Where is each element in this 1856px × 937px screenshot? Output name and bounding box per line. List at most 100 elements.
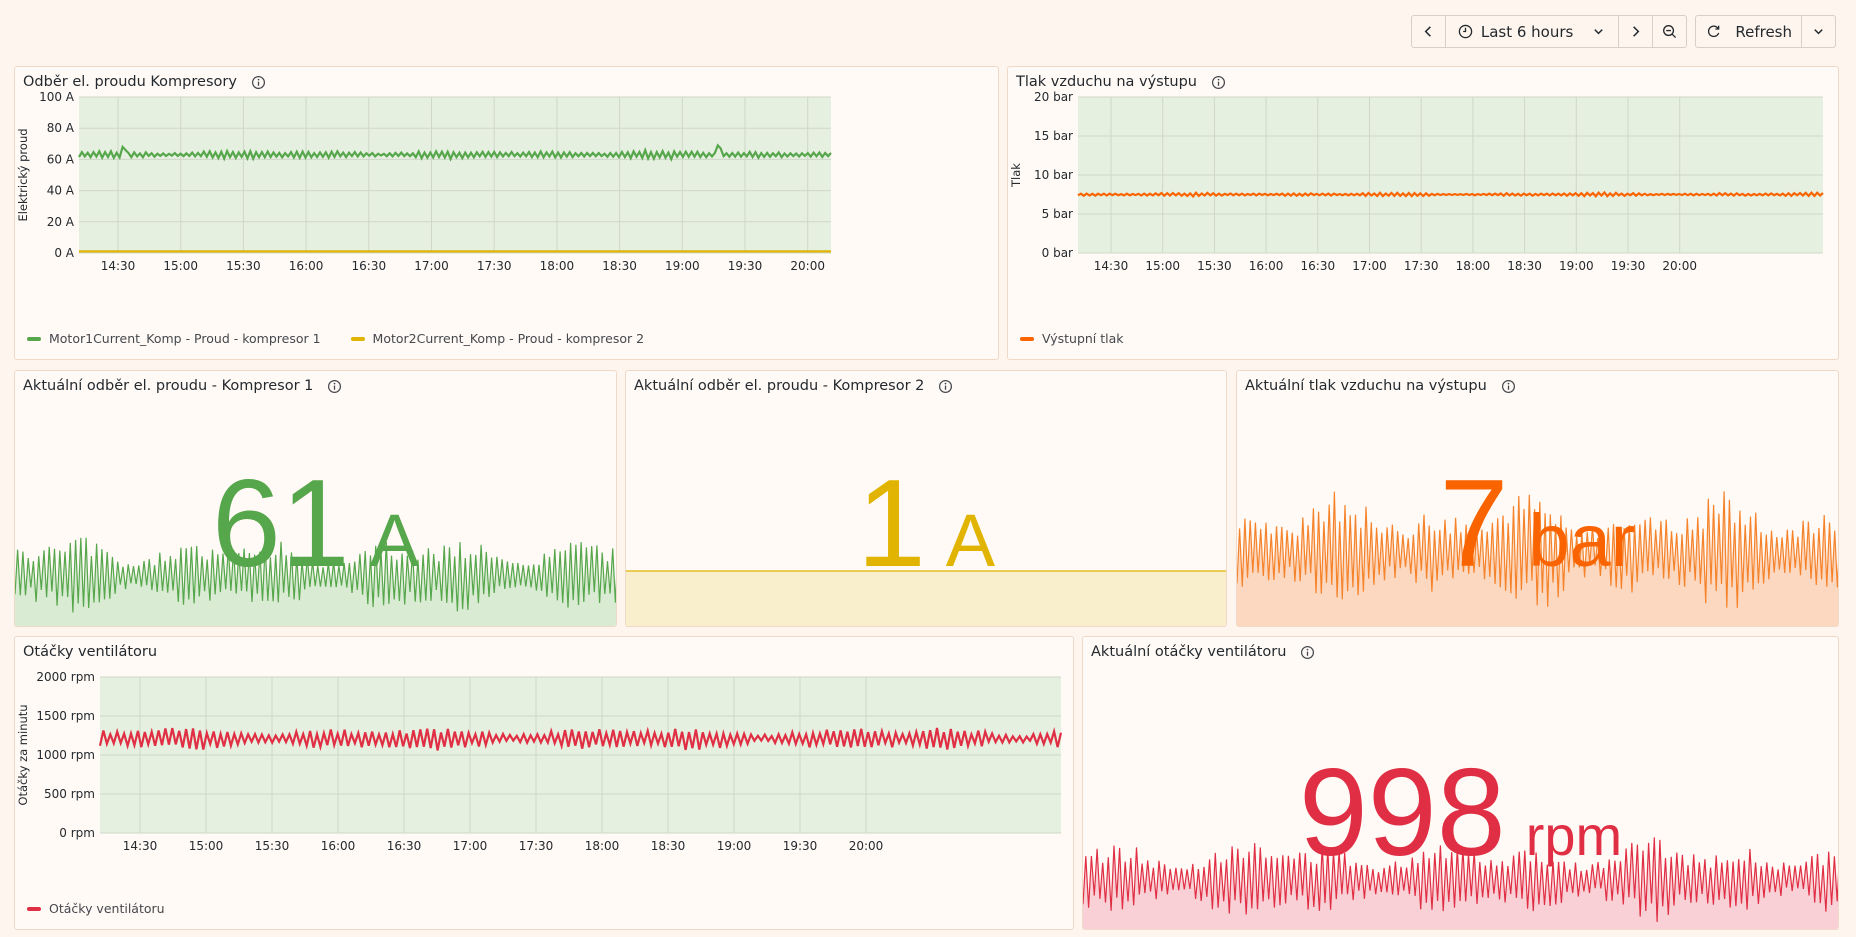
stat-unit: bar [1528, 499, 1636, 582]
x-tick-label: 17:00 [414, 259, 449, 273]
time-range-group: Last 6 hours [1410, 15, 1688, 48]
legend-item[interactable]: Motor1Current_Komp - Proud - kompresor 1 [27, 331, 321, 346]
sparkline-pressure [1237, 491, 1838, 626]
series-line [78, 143, 832, 162]
x-tick-label: 16:00 [321, 839, 356, 853]
x-tick-label: 18:30 [651, 839, 686, 853]
stat-unit: rpm [1525, 804, 1623, 867]
y-tick-label: 20 bar [1034, 90, 1073, 104]
stat-number: 1 [856, 455, 926, 593]
panel-title: Aktuální tlak vzduchu na výstupu [1245, 378, 1516, 394]
x-tick-label: 16:30 [387, 839, 422, 853]
clock-icon [1458, 24, 1473, 39]
x-tick-label: 16:30 [1301, 259, 1336, 273]
x-tick-label: 17:30 [519, 839, 554, 853]
info-icon[interactable] [1501, 379, 1516, 394]
x-tick-label: 19:30 [1611, 259, 1646, 273]
x-tick-label: 18:30 [1507, 259, 1542, 273]
zoom-out-button[interactable] [1653, 16, 1686, 47]
y-tick-label: 100 A [39, 90, 75, 104]
y-tick-label: 500 rpm [44, 787, 95, 801]
stat-value: 998 rpm [1083, 742, 1838, 884]
legend: Otáčky ventilátoru [27, 901, 165, 916]
y-axis-label: Tlak [1009, 163, 1023, 188]
stat-unit: A [369, 499, 420, 582]
panel-title-text: Odběr el. proudu Kompresory [23, 74, 237, 90]
x-tick-label: 14:30 [123, 839, 158, 853]
sparkline-fan [1083, 837, 1838, 929]
refresh-icon [1708, 25, 1720, 38]
x-tick-label: 15:30 [255, 839, 290, 853]
panel-stat-fan: Aktuální otáčky ventilátoru 998 rpm [1082, 636, 1839, 930]
legend-item[interactable]: Motor2Current_Komp - Proud - kompresor 2 [350, 331, 645, 346]
stat-unit: A [945, 499, 996, 582]
refresh-button[interactable]: Refresh [1696, 16, 1802, 47]
x-tick-label: 18:00 [540, 259, 575, 273]
x-tick-label: 16:00 [289, 259, 324, 273]
y-tick-label: 1500 rpm [36, 709, 95, 723]
x-tick-label: 18:00 [585, 839, 620, 853]
x-tick-label: 17:30 [1404, 259, 1439, 273]
chevron-down-icon [1814, 29, 1823, 35]
panel-title-text: Aktuální tlak vzduchu na výstupu [1245, 378, 1487, 394]
y-tick-label: 0 bar [1042, 246, 1073, 260]
stat-value: 7 bar [1237, 453, 1838, 595]
chevron-right-icon [1633, 26, 1640, 37]
x-tick-label: 18:00 [1456, 259, 1491, 273]
x-tick-label: 15:00 [1145, 259, 1180, 273]
refresh-interval-button[interactable] [1802, 16, 1835, 47]
y-tick-label: 10 bar [1034, 168, 1073, 182]
legend: Výstupní tlak [1020, 331, 1124, 346]
info-icon[interactable] [251, 75, 266, 90]
x-tick-label: 15:00 [189, 839, 224, 853]
sparkline-area [15, 537, 616, 626]
y-tick-label: 1000 rpm [36, 748, 95, 762]
zoom-out-icon [1663, 25, 1677, 39]
series-line [1077, 190, 1824, 199]
chevron-left-icon [1424, 26, 1431, 37]
x-tick-label: 17:00 [1352, 259, 1387, 273]
panel-title-text: Otáčky ventilátoru [23, 644, 158, 660]
y-tick-label: 80 A [47, 121, 75, 135]
sparkline [1083, 837, 1838, 922]
info-icon[interactable] [938, 379, 953, 394]
y-tick-label: 60 A [47, 152, 75, 166]
info-icon[interactable] [1300, 645, 1315, 660]
x-tick-label: 16:30 [352, 259, 387, 273]
y-tick-label: 0 A [54, 246, 74, 260]
info-icon[interactable] [1211, 75, 1226, 90]
panel-title: Aktuální otáčky ventilátoru [1091, 644, 1315, 660]
panel-title: Tlak vzduchu na výstupu [1016, 74, 1226, 90]
y-axis-label: Elektrický proud [16, 128, 30, 221]
legend-label: Motor2Current_Komp - Proud - kompresor 2 [372, 331, 645, 346]
stat-number: 61 [211, 455, 350, 593]
stat-value: 61 A [15, 453, 616, 595]
panel-title: Aktuální odběr el. proudu - Kompresor 2 [634, 378, 953, 394]
legend-label: Motor1Current_Komp - Proud - kompresor 1 [49, 331, 321, 346]
x-tick-label: 20:00 [1662, 259, 1697, 273]
plot-area [79, 97, 831, 253]
x-tick-label: 15:00 [163, 259, 198, 273]
legend-item[interactable]: Výstupní tlak [1020, 331, 1124, 346]
time-range-picker[interactable]: Last 6 hours [1446, 16, 1620, 47]
chevron-down-icon [1594, 29, 1604, 35]
sparkline [15, 537, 616, 613]
panel-title-text: Aktuální odběr el. proudu - Kompresor 1 [23, 378, 314, 394]
legend: Motor1Current_Komp - Proud - kompresor 1… [27, 331, 644, 346]
legend-item[interactable]: Otáčky ventilátoru [27, 901, 165, 916]
time-back-button[interactable] [1412, 16, 1446, 47]
x-tick-label: 20:00 [790, 259, 825, 273]
x-tick-label: 19:00 [665, 259, 700, 273]
x-tick-label: 19:30 [783, 839, 818, 853]
x-tick-label: 14:30 [1094, 259, 1129, 273]
x-tick-label: 15:30 [226, 259, 261, 273]
stat-number: 7 [1439, 455, 1509, 593]
y-tick-label: 15 bar [1034, 129, 1073, 143]
series-line [98, 726, 1063, 752]
time-forward-button[interactable] [1619, 16, 1654, 47]
panel-title: Odběr el. proudu Kompresory [23, 74, 266, 90]
info-icon[interactable] [327, 379, 342, 394]
stat-number: 998 [1298, 744, 1506, 882]
y-tick-label: 40 A [47, 184, 75, 198]
sparkline-area [1237, 491, 1838, 626]
